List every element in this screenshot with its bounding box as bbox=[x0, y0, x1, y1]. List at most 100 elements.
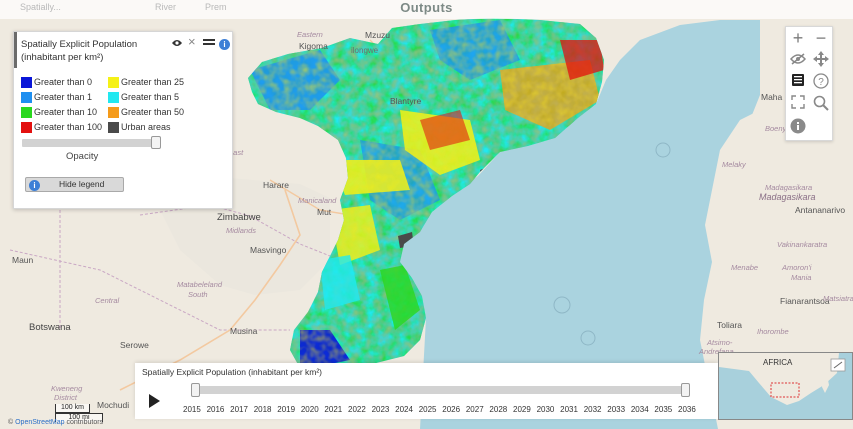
timeline-year-label[interactable]: 2015 bbox=[183, 405, 201, 414]
map-attribution: © OpenStreetMap contributors bbox=[8, 419, 103, 426]
timeline-year-label[interactable]: 2031 bbox=[560, 405, 578, 414]
info-icon: i bbox=[29, 179, 40, 192]
timeline-year-label[interactable]: 2030 bbox=[536, 405, 555, 414]
map-label-mochudi: Mochudi bbox=[97, 400, 130, 410]
map-label-maun: Maun bbox=[12, 255, 34, 265]
pan-icon[interactable] bbox=[811, 51, 831, 71]
map-label-serowe: Serowe bbox=[120, 340, 149, 350]
timeline-year-label[interactable]: 2019 bbox=[277, 405, 296, 414]
legend-entry: Greater than 1 bbox=[21, 92, 92, 104]
map-label-madagasikara: Madagasikara bbox=[759, 192, 816, 202]
timeline-year-label[interactable]: 2029 bbox=[513, 405, 531, 414]
info-icon[interactable] bbox=[788, 118, 808, 138]
svg-text:?: ? bbox=[818, 77, 824, 88]
scale-bar-km: 100 km bbox=[55, 404, 90, 413]
scale-bar-mi: 100 mi bbox=[55, 413, 103, 422]
timeline-year-label[interactable]: 2026 bbox=[442, 405, 461, 414]
outputs-title[interactable]: Outputs bbox=[400, 0, 453, 15]
help-icon[interactable]: ? bbox=[811, 73, 831, 93]
play-icon[interactable] bbox=[147, 393, 163, 409]
timeline-year-label[interactable]: 2022 bbox=[348, 405, 366, 414]
map-label-mania: Mania bbox=[791, 273, 812, 282]
map-label-masvingo: Masvingo bbox=[250, 245, 287, 255]
legend-swatch bbox=[21, 122, 32, 133]
legend-swatch bbox=[108, 77, 119, 88]
timeline-years: 2015 2016 2017 2018 2019 2020 2021 2022 2023 2024… bbox=[183, 405, 698, 417]
timeline-year-label[interactable]: 2027 bbox=[465, 405, 484, 414]
timeline-year-label[interactable]: 2034 bbox=[630, 405, 649, 414]
map-label-district: District bbox=[54, 393, 77, 402]
map-label-menabe: Menabe bbox=[731, 263, 759, 272]
hide-legend-button[interactable]: i Hide legend bbox=[25, 177, 124, 192]
ghost-tab-2: River bbox=[155, 2, 177, 12]
map-label-ihorombe: Ihorombe bbox=[757, 327, 789, 336]
timeline-year-label[interactable]: 2036 bbox=[678, 405, 696, 414]
map-label-toliara: Toliara bbox=[717, 320, 743, 330]
timeline-start-handle[interactable] bbox=[191, 383, 200, 397]
timeline-year-label[interactable]: 2025 bbox=[418, 405, 437, 414]
zoom-out-icon[interactable]: − bbox=[815, 28, 827, 48]
map-label-boeny: Boeny bbox=[765, 124, 787, 133]
search-icon[interactable] bbox=[811, 95, 831, 115]
timeline-year-label[interactable]: 2032 bbox=[583, 405, 602, 414]
map-label-zimbabwe: Zimbabwe bbox=[217, 212, 261, 223]
ghost-tab-3: Prem bbox=[205, 2, 227, 12]
map-label-botswana: Botswana bbox=[29, 322, 71, 333]
map-label-andrefana: Andrefana bbox=[699, 347, 734, 356]
legend-swatch bbox=[21, 77, 32, 88]
map-label-blantyre: Blantyre bbox=[390, 96, 422, 106]
legend-entry-label: Greater than 100 bbox=[34, 122, 103, 132]
opacity-slider-track[interactable] bbox=[22, 139, 160, 147]
legend-icon[interactable] bbox=[788, 73, 808, 93]
map-label-kweneng: Kweneng bbox=[51, 384, 83, 393]
fullscreen-icon[interactable] bbox=[788, 95, 808, 115]
info-icon[interactable]: i bbox=[219, 38, 230, 50]
timeline-year-label[interactable]: 2024 bbox=[395, 405, 413, 414]
legend-swatch bbox=[21, 107, 32, 118]
legend-title: Spatially Explicit Population (inhabitan… bbox=[21, 39, 138, 63]
timeline-title-tab: Spatially Explicit Population (inhabitan… bbox=[135, 363, 328, 380]
opacity-slider-handle[interactable] bbox=[151, 136, 161, 149]
map-toolbar: + − ? bbox=[785, 26, 833, 141]
outputs-header-bar: Spatially... River Prem bbox=[0, 0, 853, 19]
legend-entry: Greater than 100 bbox=[21, 122, 102, 134]
legend-entry-label: Greater than 10 bbox=[34, 107, 98, 117]
legend-entry-label: Greater than 5 bbox=[121, 92, 180, 102]
timeline-year-label[interactable]: 2033 bbox=[607, 405, 626, 414]
legend-entry: Greater than 10 bbox=[21, 107, 97, 119]
legend-entry-label: Urban areas bbox=[121, 122, 171, 132]
timeline-year-label[interactable]: 2020 bbox=[300, 405, 319, 414]
overview-minimap[interactable]: AFRICA bbox=[718, 352, 853, 420]
hide-legend-label: Hide legend bbox=[59, 179, 105, 189]
legend-swatch bbox=[108, 122, 119, 133]
osm-link[interactable]: OpenStreetMap bbox=[15, 419, 65, 426]
timeline-year-label[interactable]: 2035 bbox=[654, 405, 673, 414]
timeline-year-label[interactable]: 2018 bbox=[253, 405, 272, 414]
timeline-title: Spatially Explicit Population (inhabitan… bbox=[142, 367, 323, 377]
map-label-melaky: Melaky bbox=[722, 160, 746, 169]
timeline-year-label[interactable]: 2021 bbox=[324, 405, 343, 414]
map-label-kigoma: Kigoma bbox=[299, 41, 328, 51]
minimap-label: AFRICA bbox=[763, 358, 793, 367]
legend-swatch bbox=[108, 92, 119, 103]
zoom-in-icon[interactable]: + bbox=[792, 28, 804, 48]
eye-icon[interactable] bbox=[171, 38, 183, 50]
close-icon[interactable]: × bbox=[188, 34, 196, 49]
timeline-end-handle[interactable] bbox=[681, 383, 690, 397]
timeline-year-label[interactable]: 2028 bbox=[489, 405, 508, 414]
timeline-year-label[interactable]: 2023 bbox=[371, 405, 390, 414]
legend-entry: Greater than 5 bbox=[108, 92, 179, 104]
legend-entry-label: Greater than 1 bbox=[34, 92, 93, 102]
map-label-matabeleland: Matabeleland bbox=[177, 280, 223, 289]
map-label-matsiatra: Matsiatra bbox=[823, 294, 853, 303]
map-label-south: South bbox=[188, 290, 208, 299]
menu-icon[interactable] bbox=[203, 38, 215, 50]
map-label-musina: Musina bbox=[230, 326, 258, 336]
timeline-year-label[interactable]: 2016 bbox=[206, 405, 225, 414]
ghost-tab-1: Spatially... bbox=[20, 2, 61, 12]
timeline-year-label[interactable]: 2017 bbox=[230, 405, 248, 414]
hide-icon[interactable] bbox=[788, 51, 808, 71]
timeline-track[interactable] bbox=[191, 386, 688, 394]
